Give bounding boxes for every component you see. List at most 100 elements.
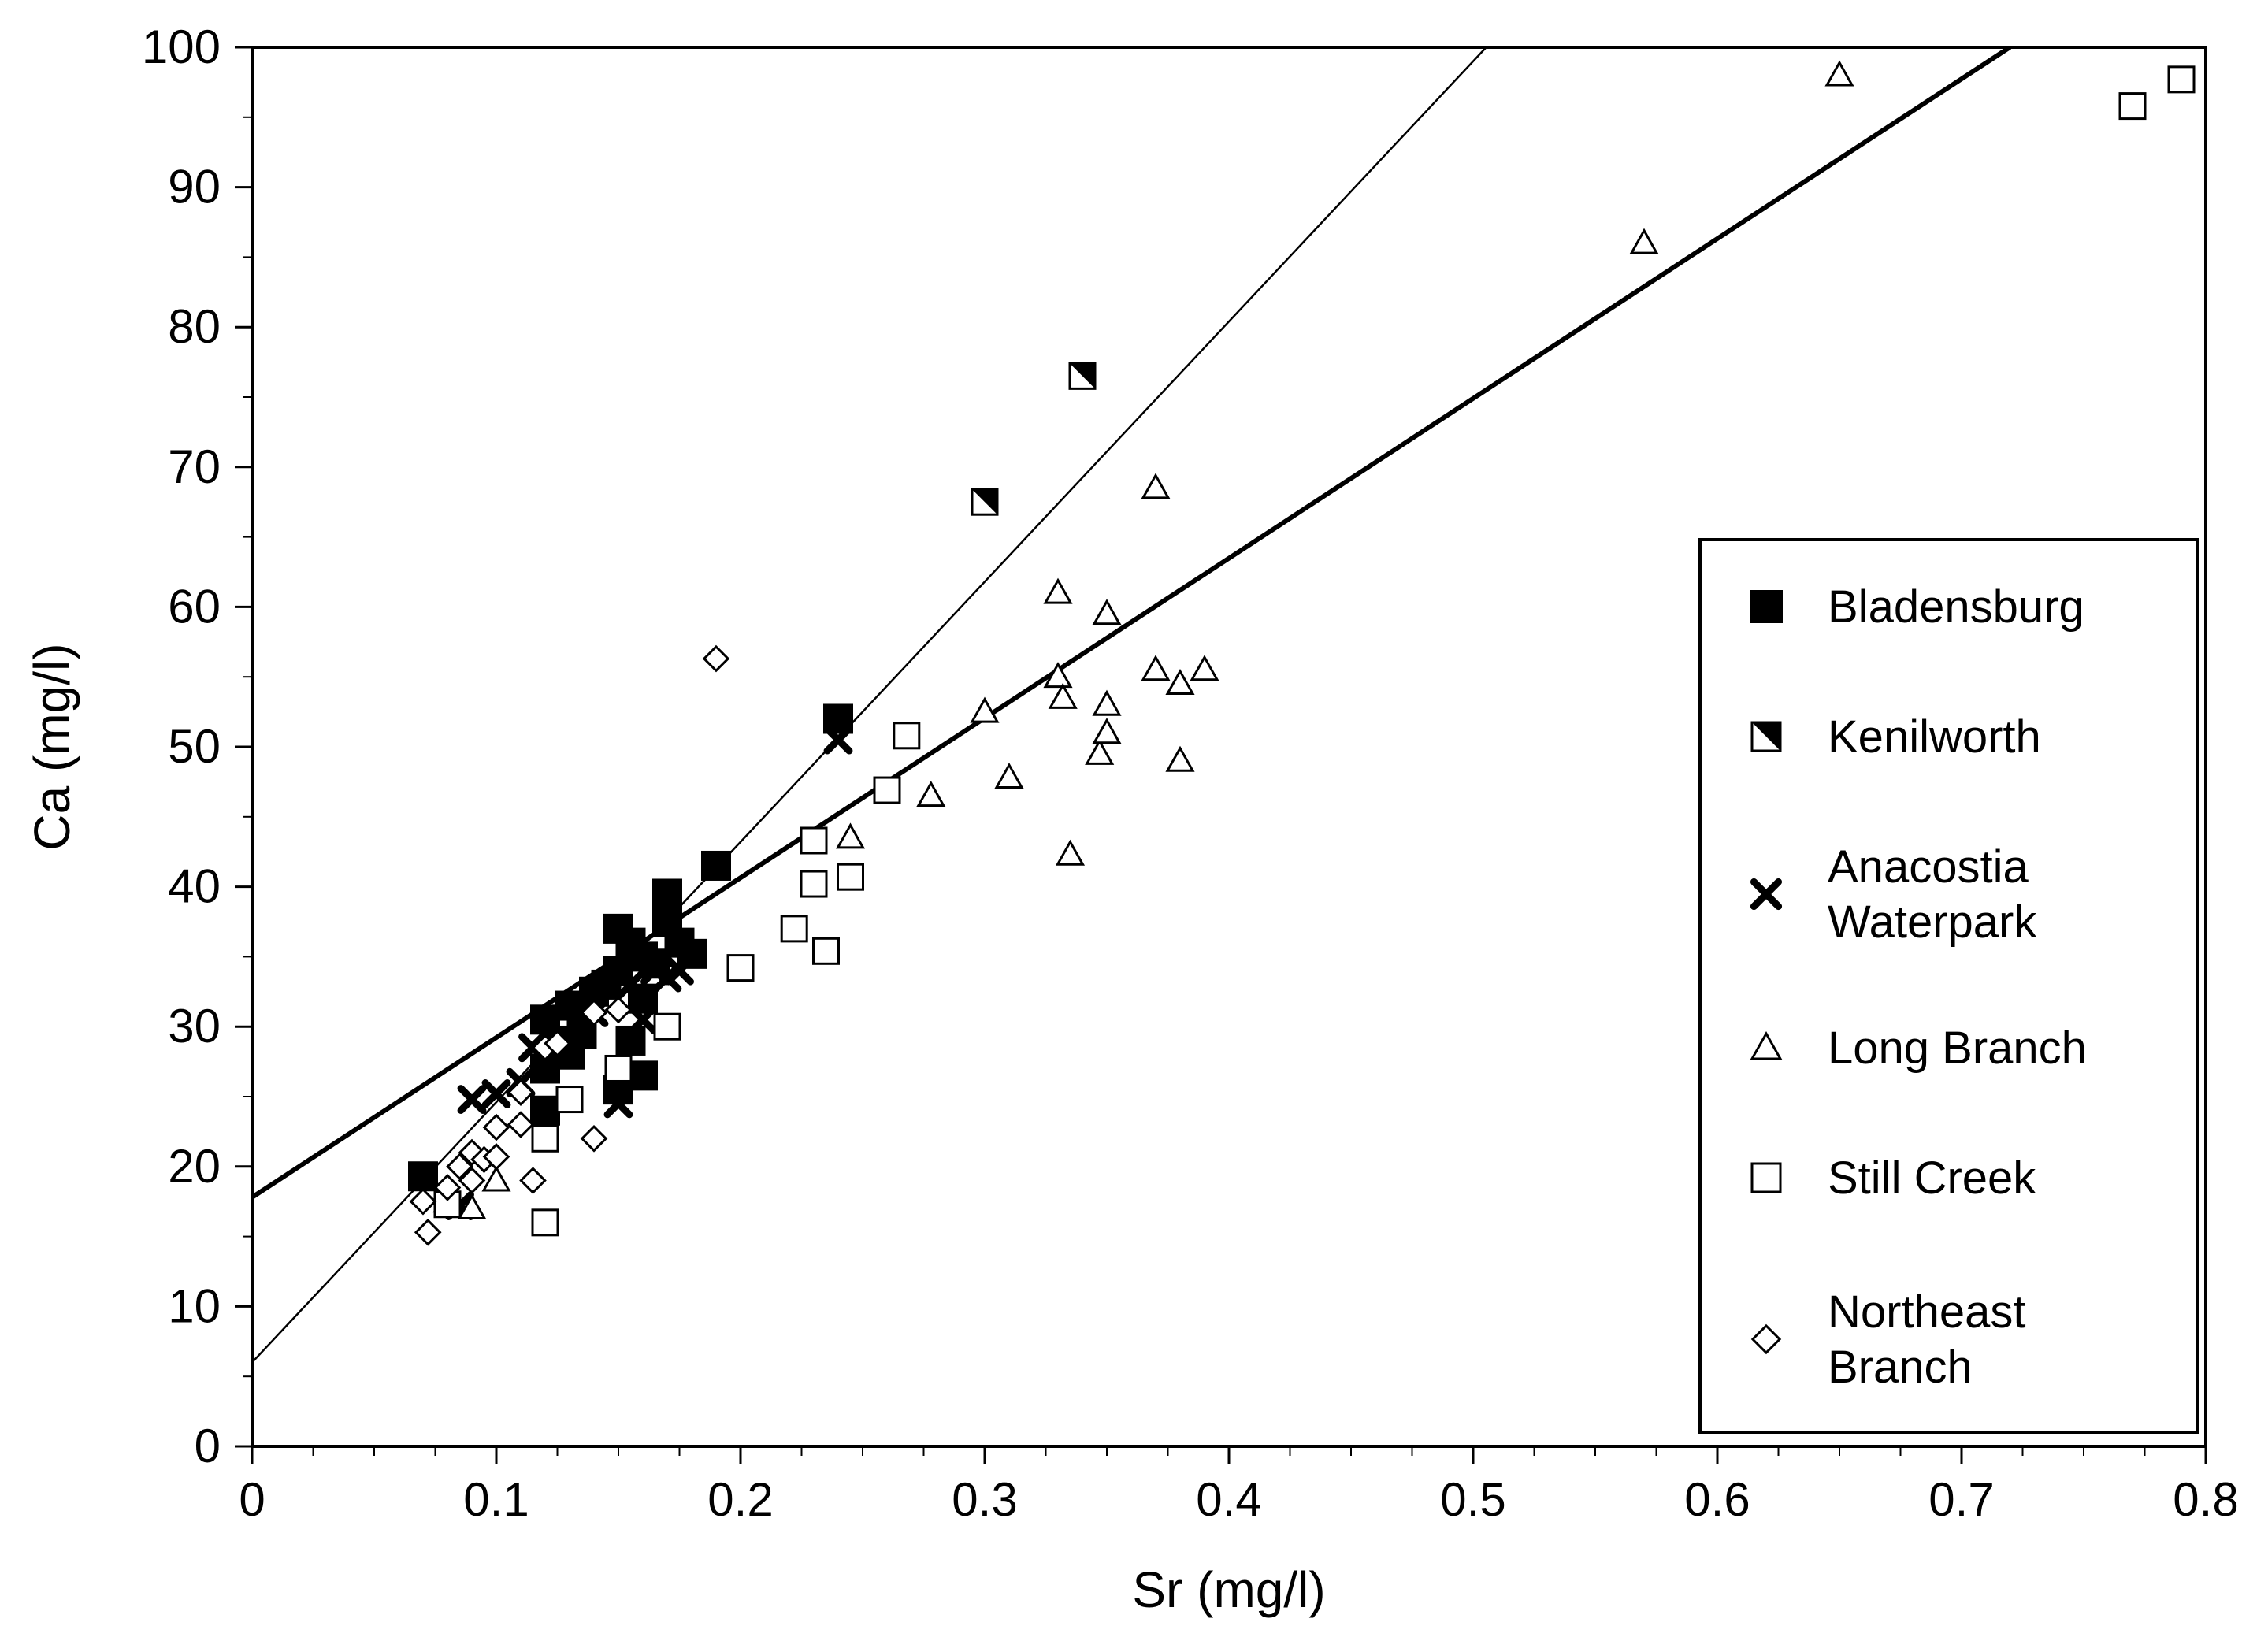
point-0-1 <box>530 1095 560 1126</box>
y-tick-label-9: 90 <box>168 161 221 213</box>
point-2-2 <box>481 1079 511 1108</box>
series-0 <box>408 703 853 1192</box>
legend-box <box>1698 538 2199 1434</box>
point-2-1 <box>457 1085 487 1114</box>
y-tick-label-3: 30 <box>168 1000 221 1052</box>
point-4-8 <box>800 870 828 898</box>
series-2 <box>445 725 853 1220</box>
y-tick-label-10: 100 <box>142 20 221 73</box>
y-tick-label-5: 50 <box>168 720 221 773</box>
point-4-13 <box>893 722 921 750</box>
point-2-13 <box>665 956 694 986</box>
legend-label-2-0: Anacostia <box>1828 841 2029 893</box>
point-3-3 <box>835 822 866 849</box>
legend-marker-5 <box>1750 1323 1782 1355</box>
point-3-20 <box>1629 228 1659 254</box>
point-3-17 <box>1165 669 1195 696</box>
point-4-10 <box>812 937 840 965</box>
legend-item-1: Kenilworth <box>1750 711 2041 763</box>
x-tick-label-7: 0.7 <box>1928 1473 1994 1526</box>
legend-label-5-1: Branch <box>1828 1342 1973 1393</box>
point-2-10 <box>628 1004 658 1034</box>
point-3-10 <box>1055 839 1086 866</box>
point-3-11 <box>1085 738 1115 765</box>
point-1-1 <box>1068 362 1097 390</box>
legend-label-1-0: Kenilworth <box>1828 711 2041 763</box>
point-2-14 <box>823 725 853 755</box>
point-2-8 <box>603 1089 633 1119</box>
point-4-12 <box>873 776 901 804</box>
legend-label-5-0: Northeast <box>1828 1286 2025 1338</box>
point-4-11 <box>837 863 864 891</box>
y-axis-label: Ca (mg/l) <box>24 643 80 850</box>
point-5-17 <box>702 644 730 673</box>
point-5-4 <box>458 1167 486 1194</box>
point-3-19 <box>1190 655 1219 681</box>
legend-item-4: Still Creek <box>1750 1153 2036 1204</box>
point-2-9 <box>616 970 645 1000</box>
x-tick-label-8: 0.8 <box>2173 1473 2238 1526</box>
point-4-9 <box>800 826 828 855</box>
point-5-3 <box>446 1153 473 1181</box>
point-3-15 <box>1141 473 1171 499</box>
point-3-14 <box>1092 718 1122 744</box>
point-3-2 <box>481 1165 511 1192</box>
point-4-5 <box>653 1012 681 1041</box>
y-tick-label-1: 10 <box>168 1279 221 1332</box>
y-tick-label-2: 20 <box>168 1140 221 1193</box>
point-3-16 <box>1141 655 1171 681</box>
point-4-6 <box>726 954 755 982</box>
point-5-13 <box>544 1030 571 1057</box>
legend-marker-3 <box>1750 1030 1783 1060</box>
point-4-7 <box>780 915 808 943</box>
x-tick-label-3: 0.3 <box>952 1473 1017 1526</box>
x-tick-label-0: 0 <box>239 1473 265 1526</box>
point-5-2 <box>433 1174 462 1201</box>
point-5-8 <box>482 1143 510 1171</box>
legend-item-3: Long Branch <box>1750 1023 2087 1074</box>
y-tick-label-6: 60 <box>168 580 221 633</box>
series-1 <box>971 362 1097 516</box>
point-3-7 <box>1043 577 1073 604</box>
legend-marker-0 <box>1750 590 1783 623</box>
point-4-15 <box>2167 65 2196 94</box>
legend-marker-1 <box>1750 721 1782 752</box>
legend-label-2-1: Waterpark <box>1828 896 2037 948</box>
point-4-14 <box>2118 92 2147 121</box>
point-0-21 <box>701 850 731 881</box>
point-3-6 <box>994 763 1024 789</box>
series-5 <box>409 644 730 1246</box>
point-1-0 <box>971 488 999 516</box>
y-tick-label-0: 0 <box>195 1420 221 1472</box>
x-tick-label-6: 0.6 <box>1684 1473 1750 1526</box>
x-tick-label-2: 0.2 <box>707 1473 773 1526</box>
series-3 <box>432 60 1854 1220</box>
point-5-14 <box>580 1124 608 1153</box>
legend-marker-2 <box>1750 878 1783 911</box>
x-tick-label-4: 0.4 <box>1196 1473 1261 1526</box>
point-5-9 <box>507 1111 535 1138</box>
point-0-24 <box>628 1060 658 1091</box>
legend-label-0-0: Bladensburg <box>1828 581 2084 633</box>
point-5-16 <box>604 996 633 1024</box>
point-4-0 <box>433 1190 462 1219</box>
y-tick-label-7: 70 <box>168 440 221 493</box>
point-3-8 <box>1043 662 1073 689</box>
point-0-17 <box>652 878 682 909</box>
point-4-2 <box>531 1124 559 1153</box>
y-tick-label-4: 40 <box>168 860 221 913</box>
point-5-11 <box>519 1167 547 1194</box>
fit-line-0 <box>252 47 1487 1364</box>
point-0-0 <box>408 1161 438 1192</box>
point-3-9 <box>1048 682 1078 709</box>
point-5-0 <box>409 1187 437 1216</box>
x-tick-label-5: 0.5 <box>1440 1473 1505 1526</box>
point-3-21 <box>1824 60 1854 87</box>
point-3-18 <box>1165 745 1195 772</box>
point-3-4 <box>916 781 946 807</box>
legend-label-4-0: Still Creek <box>1828 1153 2036 1204</box>
x-axis-label: Sr (mg/l) <box>1132 1561 1325 1618</box>
